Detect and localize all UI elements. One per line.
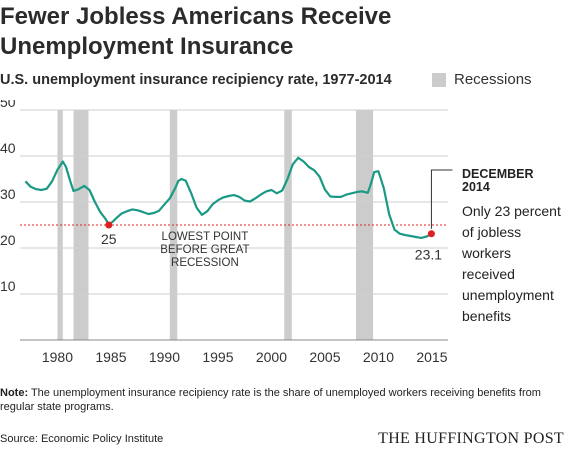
callout-dec-2014-heading-1: DECEMBER	[462, 167, 534, 181]
series-line-1	[24, 156, 433, 239]
callout-dec-2014-text-6: benefits	[462, 308, 511, 324]
y-tick-label-10: 10	[0, 278, 16, 294]
callout-lowest-point-line-2: BEFORE GREAT	[160, 244, 249, 256]
y-tick-label-50: 50	[0, 100, 16, 110]
x-tick-label-1995: 1995	[202, 349, 233, 365]
source-credit: Source: Economic Policy Institute	[0, 433, 164, 445]
label-dec-2014: 23.1	[415, 247, 442, 263]
x-tick-label-1980: 1980	[42, 349, 73, 365]
publisher-logo: THE HUFFINGTON POST	[378, 430, 564, 447]
chart-subtitle: U.S. unemployment insurance recipiency r…	[0, 72, 392, 88]
marker-dec-2014	[427, 230, 435, 238]
y-tick-label-40: 40	[0, 140, 16, 156]
callout-dec-2014-heading-2: 2014	[462, 180, 490, 194]
callout-lowest-point-line-1: LOWEST POINT	[162, 231, 249, 243]
callout-dec-2014-text-1: Only 23 percent	[462, 203, 561, 219]
legend-recession-label: Recessions	[454, 71, 532, 88]
callout-dec-2014-text-3: workers	[461, 245, 511, 261]
callout-lowest-point-line-3: RECESSION	[171, 257, 239, 269]
x-tick-label-2015: 2015	[416, 349, 447, 365]
callout-dec-2014-text-2: of jobless	[462, 224, 521, 240]
marker-low-point	[105, 221, 113, 229]
callout-leader-line	[430, 169, 453, 229]
x-tick-label-2005: 2005	[309, 349, 340, 365]
x-tick-label-1990: 1990	[149, 349, 180, 365]
y-tick-label-30: 30	[0, 186, 16, 202]
chart-title: Fewer Jobless Americans Receive Unemploy…	[0, 3, 392, 60]
note-text: The unemployment insurance recipiency ra…	[0, 387, 541, 413]
callout-dec-2014-text-4: received	[462, 266, 515, 282]
x-tick-label-2000: 2000	[256, 349, 287, 365]
line-chart: 10 20 30 40 50 1980 1985 1990 1995 2000 2005 2010 20…	[0, 100, 561, 365]
y-tick-label-20: 20	[0, 232, 16, 248]
legend-recession-swatch	[432, 72, 446, 87]
note-label: Note:	[0, 387, 29, 399]
x-tick-label-1985: 1985	[95, 349, 126, 365]
label-low-point: 25	[101, 231, 117, 247]
chart-note: Note: The unemployment insurance recipie…	[0, 387, 560, 414]
legend: Recessions	[432, 71, 532, 88]
x-tick-label-2010: 2010	[363, 349, 394, 365]
callout-dec-2014-text-5: unemployment	[462, 287, 554, 303]
